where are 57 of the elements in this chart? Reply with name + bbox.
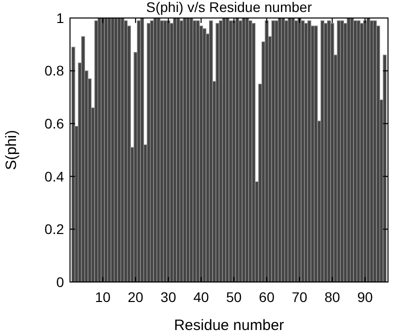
bar (298, 18, 302, 282)
x-tick-label: 30 (160, 289, 176, 305)
x-tick-label: 80 (324, 289, 340, 305)
y-axis-title: S(phi) (3, 130, 20, 170)
x-tick-label: 20 (128, 289, 144, 305)
bar (222, 18, 226, 282)
bar (140, 18, 144, 282)
bar (228, 20, 233, 282)
chart-title: S(phi) v/s Residue number (146, 0, 312, 15)
bar (120, 18, 124, 282)
bar (238, 20, 242, 282)
bar (176, 18, 180, 282)
bar (98, 18, 102, 282)
bar (274, 20, 278, 282)
bar (163, 20, 168, 282)
y-tick-label: 1 (56, 10, 64, 26)
bar (235, 18, 240, 282)
bar (209, 20, 213, 282)
bar (281, 18, 286, 282)
bar (294, 20, 298, 282)
x-tick-label: 10 (94, 289, 111, 305)
y-tick-label: 0.6 (44, 116, 64, 132)
y-tick-label: 0.2 (44, 221, 64, 238)
bar (350, 18, 354, 282)
bar (186, 18, 190, 282)
x-tick-label: 60 (258, 289, 275, 305)
bar (117, 18, 122, 282)
bar (156, 18, 160, 282)
bar (288, 18, 292, 282)
bar (216, 22, 220, 282)
x-tick-label: 40 (193, 289, 210, 305)
x-tick-label: 50 (226, 289, 242, 305)
x-axis-title: Residue number (174, 317, 284, 334)
bar (252, 22, 256, 282)
bar (104, 18, 108, 282)
y-tick-label: 0 (56, 274, 64, 290)
bar (340, 20, 344, 282)
bar (180, 20, 184, 282)
bar (356, 20, 360, 282)
bar (150, 20, 154, 282)
bar (324, 22, 328, 282)
y-tick-label: 0.4 (44, 168, 64, 184)
bar (363, 20, 367, 282)
bar (264, 20, 269, 282)
bar (81, 36, 86, 282)
y-tick-label: 0.8 (44, 62, 64, 79)
bar (346, 18, 351, 282)
bar (370, 20, 374, 282)
bar (110, 18, 115, 282)
bar (304, 22, 308, 282)
bar (170, 22, 174, 282)
bar (192, 20, 197, 282)
bar (146, 22, 151, 282)
bar (245, 18, 249, 282)
x-tick-label: 70 (292, 289, 308, 305)
bar (327, 20, 331, 282)
x-tick-label: 90 (357, 289, 374, 305)
